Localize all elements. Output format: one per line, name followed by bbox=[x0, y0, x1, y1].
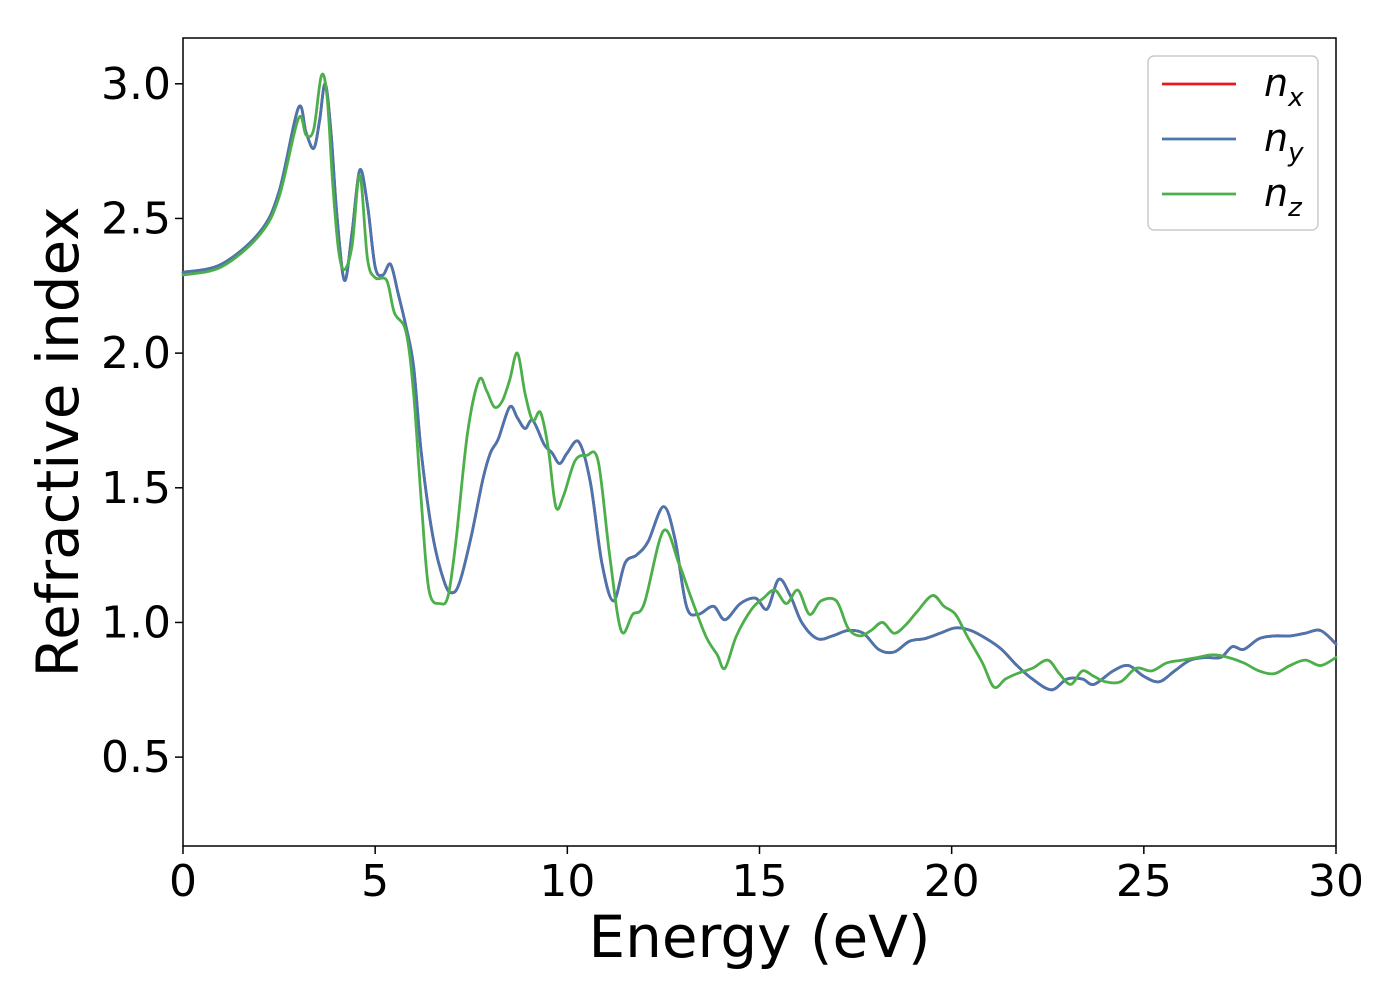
x-tick-label: 20 bbox=[924, 856, 980, 907]
legend-box bbox=[1147, 55, 1319, 231]
y-tick-label: 1.0 bbox=[101, 597, 171, 648]
series-layer bbox=[181, 72, 1338, 692]
x-tick-label: 30 bbox=[1308, 856, 1364, 907]
series-line-z bbox=[181, 72, 1338, 689]
x-axis-label: Energy (eV) bbox=[588, 903, 930, 971]
x-tick-label: 15 bbox=[732, 856, 788, 907]
y-axis-label: Refractive index bbox=[24, 206, 92, 677]
x-tick-label: 5 bbox=[361, 856, 389, 907]
y-tick-label: 3.0 bbox=[101, 59, 171, 110]
y-tick-label: 0.5 bbox=[101, 732, 171, 783]
y-axis-ticks: 0.5 1.0 1.5 2.0 2.5 3.0 bbox=[101, 59, 183, 783]
x-axis-ticks: 0 5 10 15 20 25 30 bbox=[169, 846, 1364, 907]
x-tick-label: 25 bbox=[1116, 856, 1172, 907]
y-tick-label: 2.5 bbox=[101, 193, 171, 244]
legend-label-x: nx bbox=[1264, 61, 1304, 113]
legend-label-y: ny bbox=[1264, 116, 1304, 168]
legend-label-z: nz bbox=[1264, 171, 1303, 223]
x-tick-label: 0 bbox=[169, 856, 197, 907]
x-tick-label: 10 bbox=[539, 856, 595, 907]
y-tick-label: 2.0 bbox=[101, 328, 171, 379]
series-line-y bbox=[181, 82, 1338, 692]
plot-area bbox=[182, 37, 1337, 847]
y-tick-label: 1.5 bbox=[101, 463, 171, 514]
